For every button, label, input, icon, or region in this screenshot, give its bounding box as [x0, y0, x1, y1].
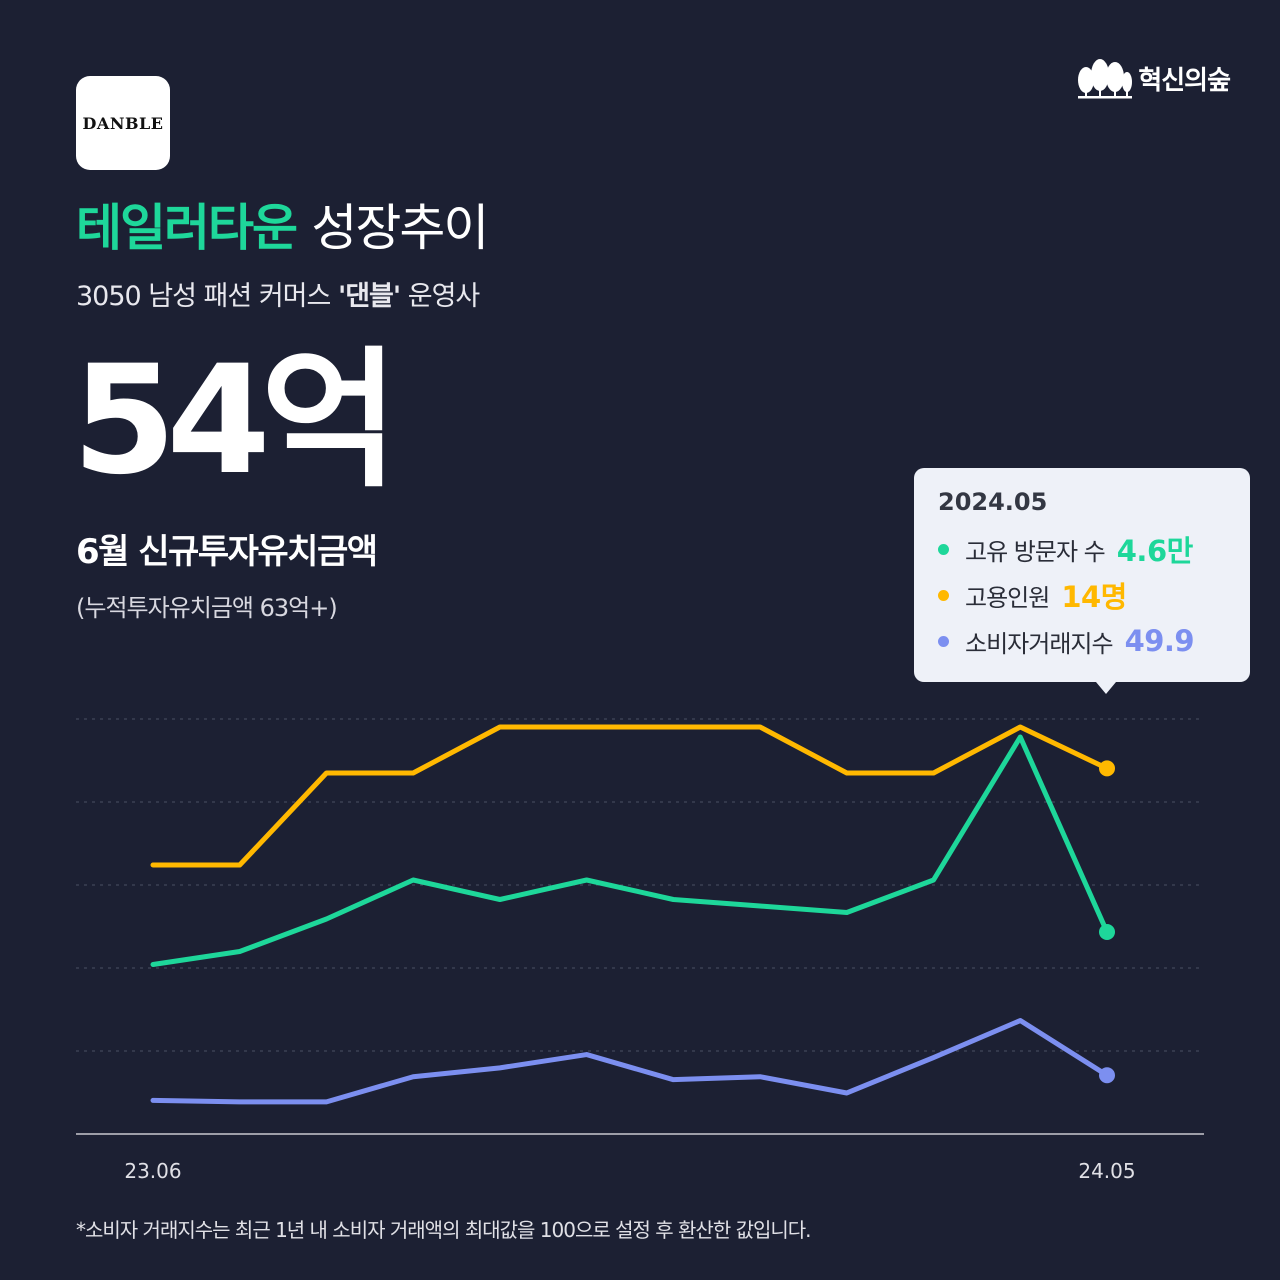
series-line-1 [150, 734, 1110, 967]
series-end-point-0 [1099, 760, 1115, 777]
logo-text: DANBLE [82, 113, 164, 133]
footnote: *소비자 거래지수는 최근 1년 내 소비자 거래액의 최대값을 100으로 설… [76, 1218, 812, 1242]
tooltip-row-transaction-index: 소비자거래지수 49.9 [938, 618, 1226, 664]
tooltip-value: 14명 [1061, 580, 1127, 614]
chart-tooltip: 2024.05 고유 방문자 수 4.6만 고용인원 14명 소비자거래지수 4… [914, 468, 1250, 694]
tooltip-row-visitors: 고유 방문자 수 4.6만 [938, 526, 1226, 572]
forest-icon [1078, 59, 1133, 99]
visitors-dot-icon [938, 543, 949, 555]
tooltip-label: 고용인원 [965, 583, 1050, 612]
investment-note: (누적투자유치금액 63억+) [76, 594, 338, 622]
x-tick-label: 24.05 [1078, 1159, 1135, 1183]
tooltip-row-employees: 고용인원 14명 [938, 572, 1226, 618]
tooltip-value: 4.6만 [1116, 534, 1194, 568]
title-rest: 성장추이 [311, 199, 489, 257]
chart-series [150, 724, 1115, 1105]
tooltip-value: 49.9 [1124, 624, 1195, 658]
page-title: 테일러타운 성장추이 [76, 188, 489, 260]
series-end-point-2 [1099, 1067, 1115, 1084]
series-end-point-1 [1099, 924, 1115, 940]
title-highlight: 테일러타운 [76, 199, 298, 257]
tooltip-label: 소비자거래지수 [965, 629, 1114, 658]
transaction-dot-icon [938, 635, 949, 647]
employees-dot-icon [938, 589, 949, 601]
tooltip-label: 고유 방문자 수 [965, 537, 1106, 566]
subtitle-after: 운영사 [400, 281, 481, 312]
brand-logo: 혁신의숲 [1076, 56, 1231, 100]
tooltip-date: 2024.05 [938, 488, 1048, 516]
series-line-0 [150, 724, 1110, 868]
danble-logo: DANBLE [76, 76, 170, 170]
subtitle-brand: '댄블' [337, 281, 401, 312]
x-tick-labels: 23.06 24.05 [124, 1159, 1135, 1183]
investment-label: 6월 신규투자유치금액 [76, 532, 378, 572]
subtitle-before: 3050 남성 패션 커머스 [76, 281, 338, 312]
investment-amount: 54억 [72, 334, 399, 508]
series-line-2 [150, 1018, 1110, 1105]
subtitle: 3050 남성 패션 커머스 '댄블' 운영사 [76, 274, 481, 313]
x-tick-label: 23.06 [124, 1159, 181, 1183]
brand-name: 혁신의숲 [1138, 65, 1231, 96]
